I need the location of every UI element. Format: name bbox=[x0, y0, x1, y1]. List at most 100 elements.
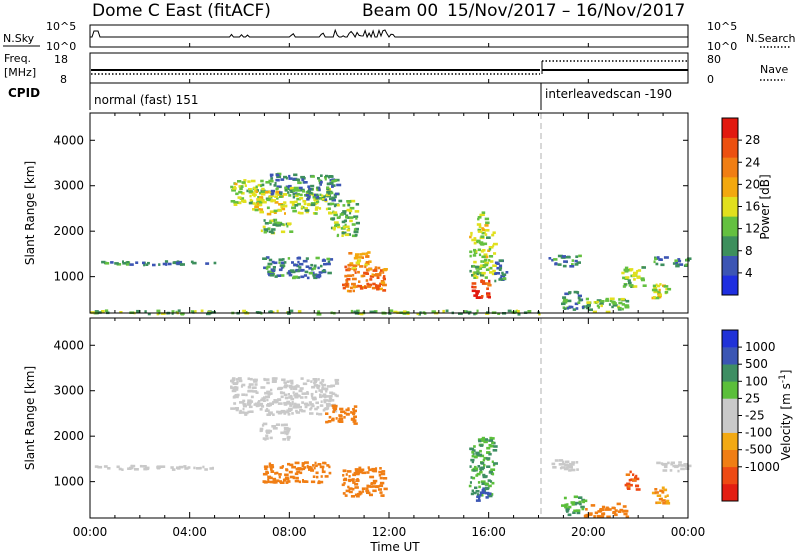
power-range-gate-cell bbox=[167, 262, 172, 266]
power-range-gate-cell bbox=[329, 202, 335, 206]
velocity-range-gate-cell bbox=[284, 423, 288, 427]
velocity-range-gate-cell bbox=[604, 508, 610, 511]
velocity-range-gate-cell bbox=[677, 469, 680, 473]
velocity-range-gate-cell bbox=[320, 400, 323, 403]
velocity-range-gate-cell bbox=[331, 404, 336, 408]
power-range-gate-cell bbox=[315, 275, 321, 278]
power-range-gate-cell bbox=[165, 263, 168, 266]
velocity-range-gate-cell bbox=[238, 411, 242, 414]
power-range-gate-cell bbox=[200, 309, 204, 313]
power-range-gate-cell bbox=[675, 264, 680, 268]
velocity-range-gate-cell bbox=[348, 487, 353, 490]
power-range-gate-cell bbox=[336, 216, 341, 219]
velocity-range-gate-cell bbox=[267, 392, 273, 395]
velocity-range-gate-cell bbox=[322, 461, 326, 465]
power-range-gate-cell bbox=[350, 286, 353, 290]
velocity-range-gate-cell bbox=[263, 396, 267, 399]
power-range-gate-cell bbox=[592, 310, 597, 314]
power-range-gate-cell bbox=[596, 299, 602, 302]
velocity-range-gate-cell bbox=[266, 390, 271, 394]
velocity-range-gate-cell bbox=[314, 407, 318, 411]
power-range-gate-cell bbox=[277, 172, 282, 176]
velocity-range-gate-cell bbox=[469, 465, 472, 468]
power-range-gate-cell bbox=[621, 303, 625, 306]
power-range-gate-cell bbox=[312, 195, 316, 199]
velocity-range-gate-cell bbox=[235, 407, 239, 410]
velocity-range-gate-cell bbox=[287, 393, 290, 396]
velocity-range-gate-cell bbox=[271, 380, 277, 383]
power-range-gate-cell bbox=[380, 281, 386, 284]
velocity-range-gate-cell bbox=[313, 381, 316, 385]
power-range-gate-cell bbox=[553, 258, 558, 261]
power-colorbar-cell bbox=[722, 236, 738, 256]
velocity-range-gate-cell bbox=[325, 395, 331, 398]
velocity-range-gate-cell bbox=[342, 492, 346, 495]
power-range-gate-cell bbox=[278, 261, 281, 264]
freq-tick-bottom: 8 bbox=[60, 73, 67, 86]
power-range-gate-cell bbox=[314, 212, 318, 215]
velocity-colorbar-label: Velocity [m s-1] bbox=[778, 370, 793, 461]
power-range-gate-cell bbox=[358, 284, 363, 288]
power-range-gate-cell bbox=[248, 188, 252, 191]
power-range-gate-cell bbox=[256, 202, 259, 205]
velocity-range-gate-cell bbox=[344, 494, 348, 497]
power-range-gate-cell bbox=[344, 285, 350, 288]
nsky-label: N.Sky bbox=[3, 32, 35, 45]
power-range-gate-cell bbox=[276, 221, 281, 225]
power-range-gate-cell bbox=[282, 193, 288, 196]
power-range-gate-cell bbox=[334, 195, 337, 199]
power-range-gate-cell bbox=[563, 307, 567, 310]
power-range-gate-cell bbox=[341, 220, 346, 224]
velocity-range-gate-cell bbox=[335, 394, 339, 398]
power-range-gate-cell bbox=[562, 264, 567, 268]
power-range-gate-cell bbox=[480, 264, 485, 267]
velocity-range-gate-cell bbox=[286, 477, 290, 481]
power-range-gate-cell bbox=[272, 223, 277, 226]
velocity-range-gate-cell bbox=[477, 493, 480, 496]
power-range-gate-cell bbox=[334, 192, 340, 196]
velocity-range-gate-cell bbox=[484, 487, 488, 490]
power-range-gate-cell bbox=[596, 300, 599, 304]
velocity-colorbar-label-text: Velocity [m s bbox=[779, 383, 793, 460]
power-plot-background bbox=[90, 113, 688, 313]
velocity-range-gate-cell bbox=[321, 383, 327, 387]
power-range-gate-cell bbox=[596, 304, 600, 308]
power-range-gate-cell bbox=[278, 223, 281, 227]
power-range-gate-cell bbox=[310, 188, 314, 191]
power-range-gate-cell bbox=[172, 261, 177, 265]
power-range-gate-cell bbox=[585, 305, 591, 308]
velocity-range-gate-cell bbox=[269, 402, 274, 405]
velocity-range-gate-cell bbox=[361, 471, 367, 475]
power-range-gate-cell bbox=[488, 279, 491, 283]
power-range-gate-cell bbox=[491, 272, 496, 276]
power-range-gate-cell bbox=[293, 186, 299, 190]
velocity-range-gate-cell bbox=[348, 475, 351, 478]
velocity-range-gate-cell bbox=[316, 475, 319, 479]
power-range-gate-cell bbox=[355, 221, 360, 225]
power-range-gate-cell bbox=[577, 261, 581, 264]
velocity-range-gate-cell bbox=[627, 485, 631, 488]
power-range-gate-cell bbox=[348, 252, 353, 255]
velocity-range-gate-cell bbox=[171, 468, 176, 471]
velocity-range-gate-cell bbox=[320, 382, 323, 386]
power-range-gate-cell bbox=[659, 293, 662, 297]
power-range-gate-cell bbox=[352, 274, 355, 277]
y-tick-label: 1000 bbox=[53, 270, 84, 284]
velocity-range-gate-cell bbox=[585, 508, 588, 511]
power-range-gate-cell bbox=[600, 304, 603, 308]
velocity-range-gate-cell bbox=[265, 434, 269, 438]
velocity-range-gate-cell bbox=[267, 480, 270, 484]
velocity-range-gate-cell bbox=[249, 410, 254, 413]
velocity-range-gate-cell bbox=[267, 404, 271, 407]
power-range-gate-cell bbox=[297, 211, 301, 215]
power-range-gate-cell bbox=[143, 263, 146, 267]
power-range-gate-cell bbox=[308, 191, 313, 195]
power-range-gate-cell bbox=[301, 178, 305, 182]
power-range-gate-cell bbox=[347, 203, 350, 206]
power-echo-patch bbox=[476, 211, 490, 233]
power-range-gate-cell bbox=[482, 228, 485, 231]
power-range-gate-cell bbox=[346, 228, 350, 232]
velocity-range-gate-cell bbox=[619, 508, 624, 512]
power-range-gate-cell bbox=[473, 276, 478, 279]
velocity-range-gate-cell bbox=[280, 423, 285, 427]
